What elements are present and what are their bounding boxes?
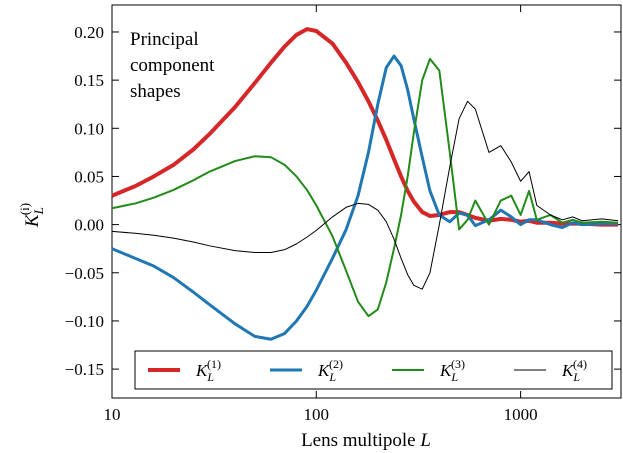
legend-name: K [195, 361, 209, 380]
legend-sup: (2) [329, 357, 343, 371]
y-tick-label: 0.15 [74, 71, 104, 90]
y-tick-label: 0.20 [74, 23, 104, 42]
series-line [111, 54, 619, 341]
legend-sub: L [328, 370, 336, 384]
y-tick-label: 0.00 [74, 216, 104, 235]
y-axis-label: KL(i) [17, 203, 46, 228]
legend-sup: (4) [573, 357, 587, 371]
x-label-var: L [419, 430, 431, 451]
legend-label: KL(2) [317, 357, 343, 384]
y-tick-label: 0.05 [74, 167, 104, 186]
x-tick-label: 10 [104, 405, 121, 424]
y-tick-label: −0.05 [65, 264, 104, 283]
x-tick-label: 1000 [504, 405, 538, 424]
legend-sup: (3) [451, 357, 465, 371]
legend-sub: L [450, 370, 458, 384]
annotation: shapes [130, 81, 181, 102]
y-label-sup: (i) [17, 203, 32, 215]
legend-name: K [317, 361, 331, 380]
legend-name: K [561, 361, 575, 380]
legend-label: KL(4) [561, 357, 587, 384]
legend-name: K [439, 361, 453, 380]
y-tick-label: 0.10 [74, 119, 104, 138]
legend-label: KL(3) [439, 357, 465, 384]
legend-label: KL(1) [195, 357, 221, 384]
y-label-base: K [22, 213, 43, 228]
legend-sub: L [206, 370, 214, 384]
series-line [111, 100, 619, 290]
x-tick-label: 100 [304, 405, 330, 424]
legend-sub: L [572, 370, 580, 384]
x-axis-label: Lens multipole L [301, 430, 431, 451]
y-tick-label: −0.10 [65, 312, 104, 331]
x-label-text: Lens multipole [301, 430, 416, 451]
annotation: Principal [130, 29, 199, 50]
series-line [111, 57, 619, 318]
y-label-sub: L [31, 207, 46, 215]
annotation: component [130, 55, 215, 76]
legend-sup: (1) [207, 357, 221, 371]
y-tick-label: −0.15 [65, 360, 104, 379]
plot-frame [111, 4, 622, 399]
